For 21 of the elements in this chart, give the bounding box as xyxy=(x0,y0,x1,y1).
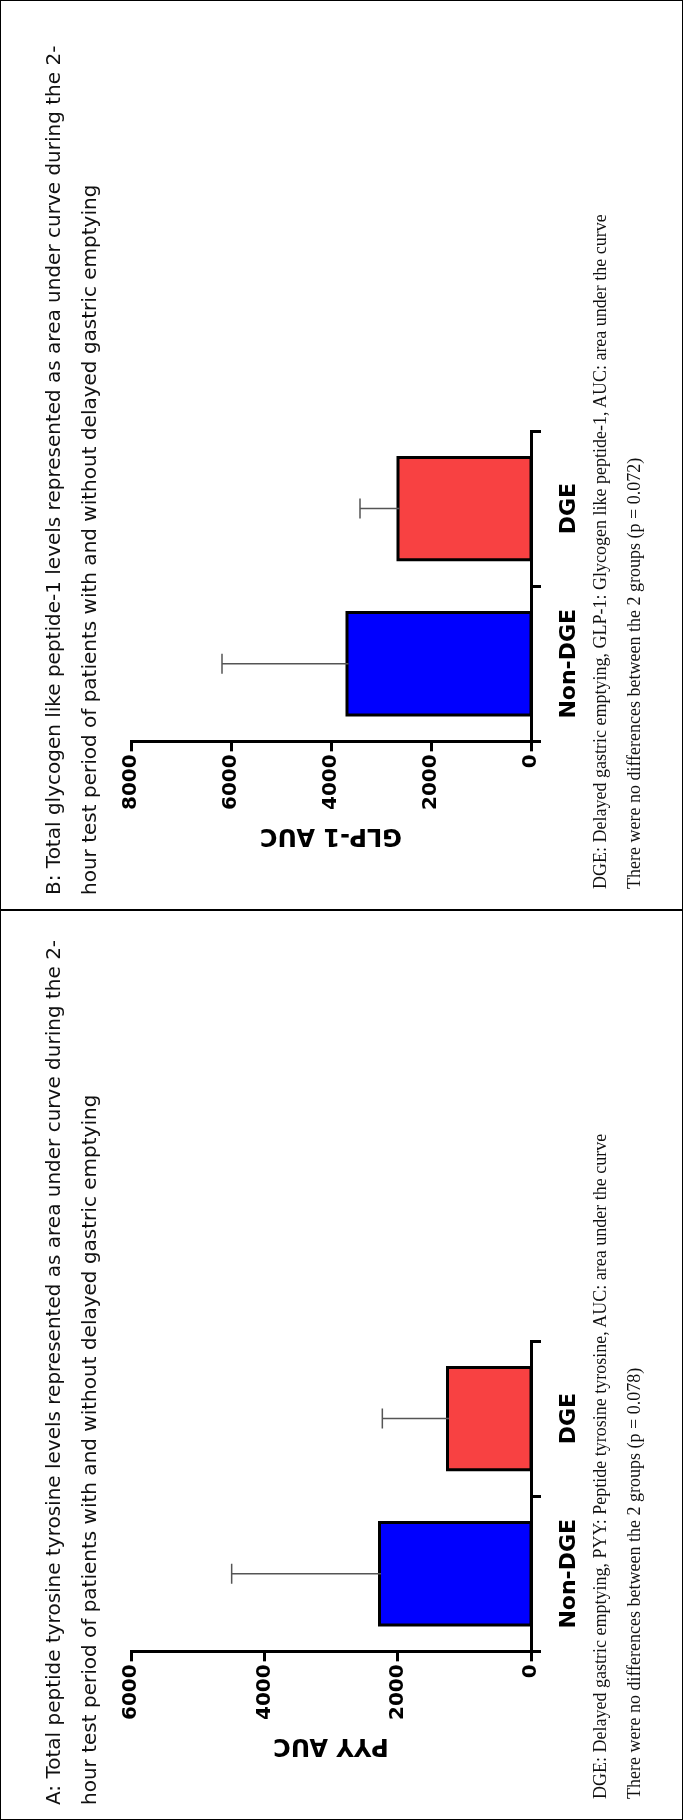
x-tick-label: 6000 xyxy=(217,754,242,811)
x-tick-label: 8000 xyxy=(117,754,142,811)
text: There were no differences between the 2 groups (p = 0.072) xyxy=(623,456,645,889)
text: DGE: Delayed gastric emptying, PYY: Peptide tyrosine tyrosine, AUC: area under the curve xyxy=(589,1132,611,1799)
text: B: Total glycogen like peptide-1 levels represented as area under curve during the 2-hour test period of patients with and without delayed gastric emptying xyxy=(40,44,102,895)
x-tick-label: 6000 xyxy=(117,1664,142,1721)
x-axis-title: GLP-1 AUC xyxy=(259,822,403,851)
x-tick-label: 2000 xyxy=(417,754,442,811)
x-tick-label: 4000 xyxy=(317,754,342,811)
text: There were no differences between the 2 groups (p = 0.078) xyxy=(623,1366,645,1799)
text: A: Total peptide tyrosine tyrosine levels represented as area under curve during the 2-hour test period of patients with and without delayed gastric emptying xyxy=(40,938,102,1805)
x-tick-label: 4000 xyxy=(250,1664,275,1721)
y-tick-label: DGE xyxy=(554,482,580,535)
y-tick-label: Non-DGE xyxy=(554,608,580,719)
y-tick-label: DGE xyxy=(554,1392,580,1445)
x-tick-label: 0 xyxy=(517,754,542,769)
x-axis-title: PYY AUC xyxy=(273,1732,389,1761)
y-tick-label: Non-DGE xyxy=(554,1518,580,1629)
x-tick-label: 0 xyxy=(517,1664,542,1679)
text: DGE: Delayed gastric emptying, GLP-1: Glycogen like peptide-1, AUC: area under the curve xyxy=(589,213,611,889)
x-tick-label: 2000 xyxy=(383,1664,408,1721)
